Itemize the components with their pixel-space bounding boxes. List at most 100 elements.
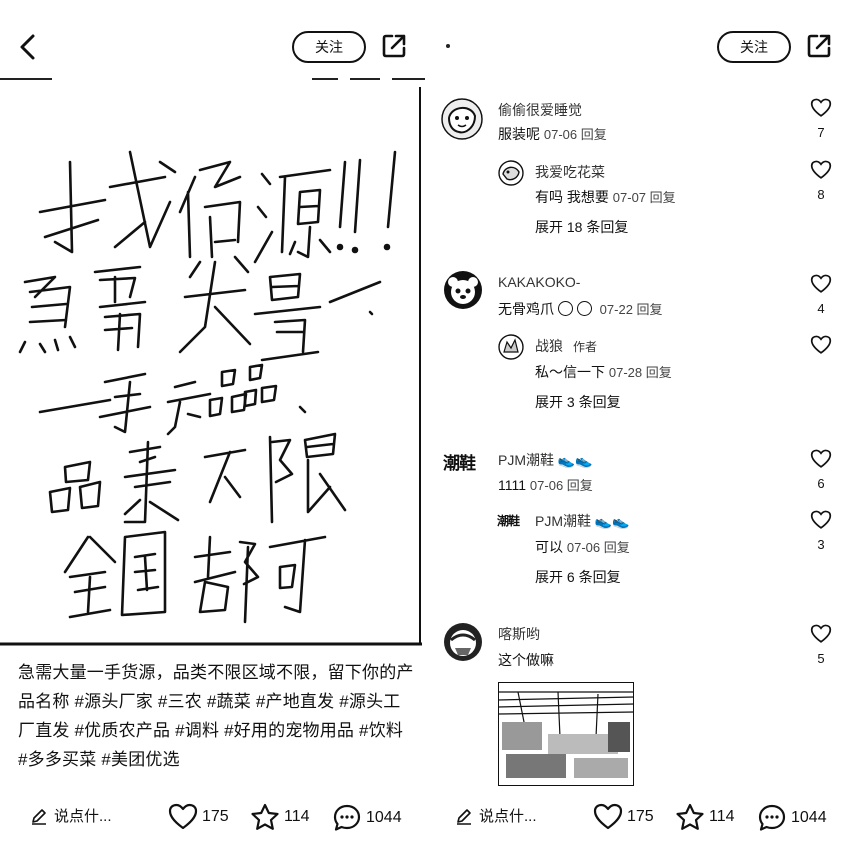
expand-replies-button[interactable]: 展开 3 条回复 <box>535 394 621 410</box>
avatar-label: 潮鞋 <box>443 454 476 473</box>
comment-button[interactable]: 1044 <box>332 803 402 833</box>
comment-text: 无骨鸡爪 07-22 回复 <box>498 299 663 319</box>
heart-icon <box>810 449 832 468</box>
heart-icon <box>810 624 832 643</box>
emoji-icon <box>557 301 573 316</box>
comment-meta[interactable]: 07-06 回复 <box>543 127 607 142</box>
comment-input[interactable]: 说点什... <box>30 805 112 826</box>
comment-username-text: PJM潮鞋 <box>498 452 554 468</box>
follow-button[interactable]: 关注 <box>292 31 366 63</box>
reply-meta[interactable]: 07-07 回复 <box>612 190 676 205</box>
heart-icon <box>810 98 832 117</box>
comment-username[interactable]: PJM潮鞋 👟👟 <box>498 450 593 470</box>
reply-username[interactable]: PJM潮鞋 👟👟 <box>535 511 630 531</box>
comment-like-count: 4 <box>817 301 825 316</box>
reply-body: 有吗 我想要 <box>535 189 609 205</box>
heart-icon <box>810 335 832 354</box>
pen-icon <box>457 808 471 825</box>
comment-input[interactable]: 说点什... <box>455 805 537 826</box>
comment-like-count: 6 <box>817 476 825 491</box>
favorite-button[interactable]: 114 <box>675 803 735 831</box>
comment-like-button[interactable]: 7 <box>809 98 833 140</box>
pen-icon <box>32 808 46 825</box>
reply-username[interactable]: 战狼 作者 <box>535 336 597 356</box>
comment-username[interactable]: KAKAKOKO- <box>498 274 581 290</box>
avatar[interactable] <box>498 160 524 186</box>
avatar[interactable] <box>443 622 483 662</box>
comment-like-count: 7 <box>817 125 825 140</box>
progress-segment <box>312 78 338 80</box>
chat-icon <box>758 804 786 831</box>
post-panel: 关注 <box>0 0 425 845</box>
comment-username[interactable]: 喀斯哟 <box>498 626 540 642</box>
comment-text: 服装呢 07-06 回复 <box>498 124 607 144</box>
heart-icon <box>810 160 832 179</box>
avatar[interactable] <box>498 334 524 360</box>
follow-button[interactable]: 关注 <box>717 31 791 63</box>
comments-actionbar: 说点什... 175 114 1044 <box>425 795 850 845</box>
reply-username[interactable]: 我爱吃花菜 <box>535 164 605 180</box>
reply-meta[interactable]: 07-06 回复 <box>566 540 630 555</box>
heart-icon <box>168 803 198 830</box>
expand-replies-button[interactable]: 展开 18 条回复 <box>535 219 629 235</box>
like-count: 175 <box>202 808 229 825</box>
author-tag: 作者 <box>573 340 598 354</box>
comment-body: 这个做嘛 <box>498 652 554 668</box>
reply-like-button[interactable]: 3 <box>809 510 833 552</box>
comment-body: 服装呢 <box>498 126 540 142</box>
reply-like-count: 8 <box>817 187 825 202</box>
comment-placeholder: 说点什... <box>479 808 537 825</box>
star-icon <box>676 803 704 830</box>
like-button[interactable]: 175 <box>593 803 654 831</box>
comment-meta[interactable]: 07-22 回复 <box>599 302 663 317</box>
favorite-count: 114 <box>284 808 310 825</box>
avatar[interactable]: 潮鞋 <box>443 450 483 478</box>
expand-replies-button[interactable]: 展开 6 条回复 <box>535 569 621 585</box>
reply-text: 私～信一下 07-28 回复 <box>535 362 672 382</box>
reply-body: 私～信一下 <box>535 364 605 380</box>
avatar[interactable] <box>443 270 483 310</box>
share-icon[interactable] <box>806 33 832 59</box>
reply-like-button[interactable] <box>809 335 833 360</box>
avatar[interactable]: 潮鞋 <box>497 511 525 531</box>
like-count: 175 <box>627 808 654 825</box>
star-icon <box>251 803 279 830</box>
heart-icon <box>810 510 832 529</box>
comment-body: 无骨鸡爪 <box>498 301 554 317</box>
status-dot <box>446 44 450 48</box>
comment-like-count: 5 <box>817 651 825 666</box>
progress-segment <box>392 78 425 80</box>
progress-segment <box>0 78 52 80</box>
comment-placeholder: 说点什... <box>54 808 112 825</box>
post-topbar: 关注 <box>0 0 425 80</box>
avatar-label: 潮鞋 <box>497 514 520 528</box>
comment-meta[interactable]: 07-06 回复 <box>529 478 593 493</box>
comment-count: 1044 <box>366 809 402 826</box>
comment-like-button[interactable]: 4 <box>809 274 833 316</box>
reply-text: 可以 07-06 回复 <box>535 537 630 557</box>
avatar[interactable] <box>441 98 483 140</box>
favorite-button[interactable]: 114 <box>250 803 310 831</box>
comment-button[interactable]: 1044 <box>757 803 827 833</box>
reply-username-text: PJM潮鞋 <box>535 513 591 529</box>
reply-text: 有吗 我想要 07-07 回复 <box>535 187 676 207</box>
post-actionbar: 说点什... 175 114 1044 <box>0 795 425 845</box>
comment-body: 1111 <box>498 477 527 493</box>
sneaker-icon: 👟👟 <box>594 513 630 529</box>
reply-like-count: 3 <box>817 537 825 552</box>
reply-meta[interactable]: 07-28 回复 <box>608 365 672 380</box>
like-button[interactable]: 175 <box>168 803 229 831</box>
comment-photo[interactable] <box>498 682 634 786</box>
comment-like-button[interactable]: 5 <box>809 624 833 666</box>
reply-like-button[interactable]: 8 <box>809 160 833 202</box>
favorite-count: 114 <box>709 808 735 825</box>
comment-text: 这个做嘛 <box>498 650 554 670</box>
share-icon[interactable] <box>381 33 407 59</box>
comments-panel: 关注 偷偷很爱睡觉 服装呢 07-06 回复 7 我爱吃花菜 有吗 我想要 07… <box>425 0 850 850</box>
comment-username[interactable]: 偷偷很爱睡觉 <box>498 102 582 118</box>
comment-count: 1044 <box>791 809 827 826</box>
comment-like-button[interactable]: 6 <box>809 449 833 491</box>
caption-fade <box>0 780 425 800</box>
back-icon[interactable] <box>14 32 42 62</box>
heart-icon <box>593 803 623 830</box>
